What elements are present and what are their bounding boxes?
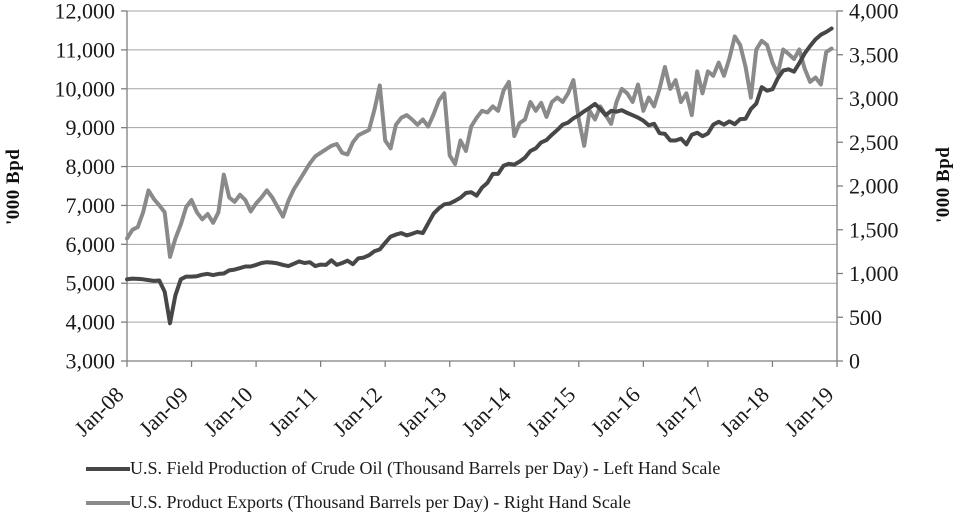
legend-label-product-exports: U.S. Product Exports (Thousand Barrels p… (130, 491, 631, 512)
y-right-tick-label: 1,500 (849, 217, 899, 242)
x-tick-label: Jan-09 (134, 382, 193, 441)
legend-swatch-product-exports (86, 500, 130, 505)
legend-item-crude-production: U.S. Field Production of Crude Oil (Thou… (86, 458, 721, 479)
x-tick-label: Jan-16 (586, 382, 645, 441)
chart-legend: U.S. Field Production of Crude Oil (Thou… (86, 458, 721, 513)
y-right-tick-label: 500 (849, 305, 882, 330)
y-left-tick-label: 11,000 (55, 37, 115, 62)
y-right-tick-label: 4,000 (849, 0, 899, 24)
legend-swatch-crude-production (86, 466, 130, 471)
x-tick-label: Jan-11 (264, 382, 323, 441)
y-left-tick-label: 6,000 (66, 232, 116, 257)
y-left-tick-label: 12,000 (55, 0, 116, 24)
legend-label-crude-production: U.S. Field Production of Crude Oil (Thou… (130, 458, 721, 478)
x-tick-label: Jan-18 (715, 382, 774, 441)
y-left-tick-label: 3,000 (66, 349, 116, 374)
x-tick-label: Jan-19 (779, 382, 838, 441)
y-right-tick-label: 0 (849, 349, 860, 374)
x-tick-label: Jan-15 (521, 382, 580, 441)
x-tick-label: Jan-08 (69, 382, 128, 441)
x-tick-label: Jan-13 (392, 382, 451, 441)
y-right-tick-label: 3,000 (849, 86, 899, 111)
series-line-crude-production (125, 26, 834, 326)
y-left-tick-label: 4,000 (66, 310, 116, 335)
y-left-tick-label: 10,000 (55, 76, 116, 101)
x-tick-label: Jan-12 (328, 382, 387, 441)
y-left-tick-label: 5,000 (66, 271, 116, 296)
x-tick-label: Jan-14 (457, 382, 516, 441)
x-tick-label: Jan-10 (198, 382, 257, 441)
y-right-tick-label: 3,500 (849, 42, 899, 67)
y-left-tick-label: 9,000 (66, 115, 116, 140)
series-line-product-exports (125, 34, 834, 259)
legend-item-product-exports: U.S. Product Exports (Thousand Barrels p… (86, 491, 720, 513)
x-tick-label: Jan-17 (650, 382, 709, 441)
y-right-tick-label: 1,000 (849, 261, 899, 286)
y-right-tick-label: 2,500 (849, 130, 899, 155)
y-left-tick-label: 8,000 (66, 154, 116, 179)
y-right-tick-label: 2,000 (849, 174, 899, 199)
y-left-tick-label: 7,000 (66, 193, 116, 218)
